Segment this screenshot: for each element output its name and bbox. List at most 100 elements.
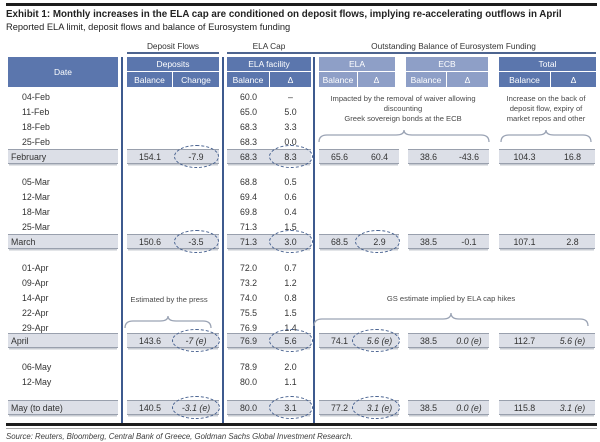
column-separator bbox=[222, 57, 224, 423]
ela-balance: 77.2 bbox=[330, 402, 349, 413]
ela-facility-delta: 1.4 bbox=[284, 322, 297, 333]
date-label: 05-Mar bbox=[22, 176, 50, 187]
ela-facility-delta: 1.1 bbox=[284, 376, 297, 387]
ela-facility-balance: 68.3 bbox=[239, 151, 258, 162]
header-total-delta: Δ bbox=[551, 72, 596, 87]
annotation-waiver: Impacted by the removal of waiver allowi… bbox=[330, 94, 476, 123]
top-rule bbox=[6, 3, 597, 6]
table-row: 06-May 78.9 2.0 bbox=[8, 359, 596, 374]
estimate-circle-apr-ela-cap bbox=[269, 329, 313, 352]
header-ela-balance: Balance bbox=[319, 72, 357, 87]
header-ecb: ECB bbox=[406, 57, 488, 71]
date-label: 25-Feb bbox=[22, 136, 50, 147]
estimate-circle-may-ela bbox=[352, 396, 400, 419]
ela-facility-balance: 71.3 bbox=[239, 236, 258, 247]
table-row: 11-Feb 65.0 5.0 bbox=[8, 104, 596, 119]
table-row: 22-Apr 75.5 1.5 bbox=[8, 305, 596, 320]
exhibit-subtitle: Reported ELA limit, deposit flows and ba… bbox=[6, 22, 291, 32]
ela-facility-balance: 74.0 bbox=[239, 292, 258, 303]
deposits-balance: 154.1 bbox=[138, 151, 161, 162]
deposits-balance: 140.5 bbox=[138, 402, 161, 413]
column-separator bbox=[121, 57, 123, 423]
brace-press bbox=[124, 315, 212, 329]
ela-facility-balance: 78.9 bbox=[239, 361, 258, 372]
header-date: Date bbox=[8, 57, 118, 87]
header-ecb-delta: Δ bbox=[447, 72, 488, 87]
header-ela-facility-sub: Balance Δ bbox=[227, 72, 311, 87]
ela-facility-balance: 71.3 bbox=[239, 221, 258, 232]
annotation-gs-estimate: GS estimate implied by ELA cap hikes bbox=[386, 294, 516, 303]
ela-facility-balance: 80.0 bbox=[239, 376, 258, 387]
date-label: 25-Mar bbox=[22, 221, 50, 232]
total-delta: 2.8 bbox=[566, 236, 579, 247]
total-balance: 112.7 bbox=[513, 335, 536, 346]
table-row: 25-Mar 71.3 1.5 bbox=[8, 219, 596, 234]
summary-label: March bbox=[8, 234, 118, 249]
table-row: 14-Apr 74.0 0.8 bbox=[8, 290, 596, 305]
ela-facility-balance: 80.0 bbox=[239, 402, 258, 413]
ela-facility-delta: 1.5 bbox=[284, 221, 297, 232]
estimate-circle-feb-ela-cap bbox=[269, 145, 313, 168]
ela-facility-balance: 72.0 bbox=[239, 262, 258, 273]
total-balance: 104.3 bbox=[513, 151, 536, 162]
ecb-balance: 38.5 bbox=[419, 402, 438, 413]
ela-facility-delta: 0.6 bbox=[284, 191, 297, 202]
ecb-delta: 0.0 (e) bbox=[456, 335, 482, 346]
ela-facility-delta: 0.5 bbox=[284, 176, 297, 187]
column-separator bbox=[313, 57, 315, 423]
ela-facility-balance: 73.2 bbox=[239, 277, 258, 288]
table-row: 18-Mar 69.8 0.4 bbox=[8, 204, 596, 219]
ela-facility-balance: 68.8 bbox=[239, 176, 258, 187]
ela-facility-delta: 0.8 bbox=[284, 292, 297, 303]
annotation-press: Estimated by the press bbox=[130, 295, 208, 304]
ecb-delta: 0.0 (e) bbox=[456, 402, 482, 413]
exhibit-title: Exhibit 1: Monthly increases in the ELA … bbox=[6, 9, 562, 20]
table-row: 09-Apr 73.2 1.2 bbox=[8, 275, 596, 290]
ela-facility-delta: 0.7 bbox=[284, 262, 297, 273]
ela-facility-delta: 0.0 bbox=[284, 136, 297, 147]
date-label: 14-Apr bbox=[22, 292, 49, 303]
estimate-circle-mar-deposits bbox=[174, 230, 219, 253]
header-total-balance: Balance bbox=[499, 72, 550, 87]
ela-facility-balance: 75.5 bbox=[239, 307, 258, 318]
ela-facility-balance: 76.9 bbox=[239, 322, 258, 333]
ela-facility-delta: 1.5 bbox=[284, 307, 297, 318]
date-label: 09-Apr bbox=[22, 277, 49, 288]
estimate-circle-may-ela-cap bbox=[269, 396, 313, 419]
header-ecb-sub: Balance Δ bbox=[406, 72, 488, 87]
total-delta: 3.1 (e) bbox=[559, 402, 586, 413]
ela-facility-balance: 69.4 bbox=[239, 191, 258, 202]
header-deposits-balance: Balance bbox=[127, 72, 172, 87]
annotation-increase: Increase on the back of deposit flow, ex… bbox=[506, 94, 586, 123]
table-row: 05-Mar 68.8 0.5 bbox=[8, 174, 596, 189]
ela-balance: 74.1 bbox=[330, 335, 349, 346]
header-ecb-balance: Balance bbox=[406, 72, 446, 87]
date-label: 12-May bbox=[22, 376, 52, 387]
ecb-balance: 38.6 bbox=[419, 151, 438, 162]
table-row: 29-Apr 76.9 1.4 bbox=[8, 320, 596, 335]
header-ela-facility-delta: Δ bbox=[270, 72, 311, 87]
table-row: 18-Feb 68.3 3.3 bbox=[8, 119, 596, 134]
ela-facility-balance: 60.0 bbox=[239, 91, 258, 102]
summary-label: April bbox=[8, 333, 118, 348]
estimate-circle-mar-ela bbox=[355, 230, 400, 253]
estimate-circle-feb-deposits bbox=[174, 145, 219, 168]
ela-facility-delta: 1.2 bbox=[284, 277, 297, 288]
date-label: 18-Feb bbox=[22, 121, 50, 132]
date-label: 12-Mar bbox=[22, 191, 50, 202]
ela-facility-balance: 76.9 bbox=[239, 335, 258, 346]
header-total-sub: Balance Δ bbox=[499, 72, 596, 87]
summary-label: May (to date) bbox=[8, 400, 118, 415]
table-row: 04-Feb 60.0 – bbox=[8, 89, 596, 104]
estimate-circle-mar-ela-cap bbox=[269, 230, 313, 253]
ecb-balance: 38.5 bbox=[419, 335, 438, 346]
ela-facility-delta: 0.4 bbox=[284, 206, 297, 217]
header-deposits-sub: Balance Change bbox=[127, 72, 219, 87]
estimate-circle-apr-ela bbox=[352, 329, 400, 352]
bottom-rule-thin bbox=[6, 428, 597, 429]
summary-row-april: April 143.6 -7 (e) 76.9 5.6 74.1 5.6 (e)… bbox=[8, 333, 596, 348]
summary-label: February bbox=[8, 149, 118, 164]
source-note: Source: Reuters, Bloomberg, Central Bank… bbox=[6, 432, 353, 441]
date-label: 01-Apr bbox=[22, 262, 49, 273]
